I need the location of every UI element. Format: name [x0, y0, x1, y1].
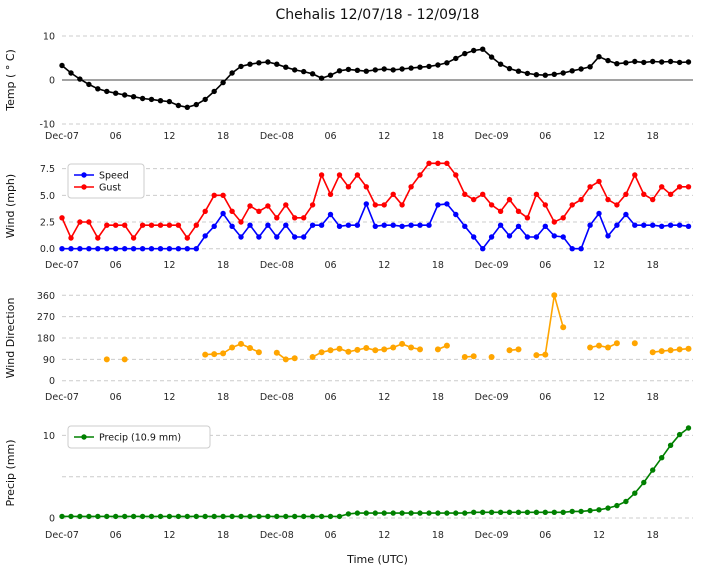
- svg-text:06: 06: [324, 392, 336, 403]
- svg-text:06: 06: [324, 131, 336, 142]
- svg-text:12: 12: [378, 131, 390, 142]
- svg-text:180: 180: [37, 334, 55, 345]
- svg-text:12: 12: [163, 131, 175, 142]
- subplot-wind: 0.0 2.5 5.0 7.5 Dec-07 06 12 18 Dec-08 06 12 18 Dec-…: [0, 153, 704, 283]
- temp-xticks: Dec-07 06 12 18 Dec-08 06 12 18 Dec-09 06 12 18: [45, 131, 659, 142]
- svg-text:90: 90: [43, 355, 55, 366]
- svg-text:06: 06: [110, 392, 122, 403]
- svg-text:12: 12: [378, 260, 390, 271]
- chart-title: Chehalis 12/07/18 - 12/09/18: [275, 7, 480, 23]
- subplot-temp: -10 0 10 Dec-07 06 12 18 Dec-08 06 12 18 Dec-09 06 12…: [0, 28, 704, 153]
- svg-text:18: 18: [647, 131, 659, 142]
- temp-ylabel: Temp ( ° C): [4, 49, 17, 112]
- svg-text:0: 0: [49, 76, 55, 87]
- x-axis-label: Time (UTC): [346, 553, 408, 566]
- svg-text:Dec-07: Dec-07: [45, 530, 79, 541]
- temp-plot: -10 0 10 Dec-07 06 12 18 Dec-08 06 12 18 Dec-09 06 12…: [4, 32, 693, 142]
- svg-text:06: 06: [539, 260, 551, 271]
- svg-text:Dec-08: Dec-08: [260, 131, 294, 142]
- svg-text:06: 06: [110, 131, 122, 142]
- precip-series: [59, 425, 692, 520]
- gust-series: [59, 160, 692, 241]
- svg-text:Dec-09: Dec-09: [475, 392, 509, 403]
- svg-text:Precip (10.9 mm): Precip (10.9 mm): [99, 433, 181, 444]
- svg-text:Dec-09: Dec-09: [475, 260, 509, 271]
- svg-text:360: 360: [37, 291, 55, 302]
- wind-xticks: Dec-07 06 12 18 Dec-08 06 12 18 Dec-09 06 12 18: [45, 260, 659, 271]
- svg-text:Dec-08: Dec-08: [260, 530, 294, 541]
- svg-text:06: 06: [539, 392, 551, 403]
- svg-text:Gust: Gust: [99, 183, 121, 194]
- svg-text:12: 12: [593, 392, 605, 403]
- svg-text:10: 10: [43, 431, 55, 442]
- wind-direction-xticks: Dec-07 06 12 18 Dec-08 06 12 18 Dec-09 06 12 18: [45, 392, 659, 403]
- precip-legend: Precip (10.9 mm): [67, 425, 211, 449]
- svg-text:06: 06: [110, 530, 122, 541]
- precip-plot: 0 10 Dec-07 06 12 18 Dec-08 06 12 18 Dec-09 06 12 18 P…: [4, 425, 693, 566]
- svg-text:18: 18: [217, 131, 229, 142]
- svg-text:18: 18: [217, 530, 229, 541]
- wind-direction-series: [103, 292, 692, 363]
- svg-text:18: 18: [647, 260, 659, 271]
- svg-text:12: 12: [163, 530, 175, 541]
- svg-text:0: 0: [49, 514, 55, 525]
- svg-text:Dec-08: Dec-08: [260, 260, 294, 271]
- svg-text:06: 06: [324, 530, 336, 541]
- svg-text:12: 12: [593, 530, 605, 541]
- svg-text:12: 12: [593, 131, 605, 142]
- svg-text:10: 10: [43, 32, 55, 43]
- svg-text:2.5: 2.5: [40, 218, 55, 229]
- svg-text:06: 06: [110, 260, 122, 271]
- svg-text:12: 12: [593, 260, 605, 271]
- svg-text:Dec-09: Dec-09: [475, 530, 509, 541]
- svg-text:5.0: 5.0: [40, 191, 55, 202]
- svg-text:12: 12: [163, 260, 175, 271]
- svg-text:06: 06: [324, 260, 336, 271]
- svg-text:18: 18: [647, 530, 659, 541]
- svg-text:06: 06: [539, 530, 551, 541]
- svg-text:12: 12: [163, 392, 175, 403]
- svg-text:270: 270: [37, 312, 55, 323]
- subplot-wind-direction: 0 90 180 270 360 Dec-07 06 12 18 Dec-08 06 12 18 Dec-…: [0, 283, 704, 415]
- svg-text:06: 06: [539, 131, 551, 142]
- svg-text:Speed: Speed: [99, 171, 129, 182]
- svg-text:Dec-09: Dec-09: [475, 131, 509, 142]
- svg-text:0.0: 0.0: [40, 244, 55, 255]
- svg-text:18: 18: [432, 392, 444, 403]
- svg-text:Dec-07: Dec-07: [45, 392, 79, 403]
- svg-text:Dec-07: Dec-07: [45, 260, 79, 271]
- wind-ylabel: Wind (mph): [4, 174, 17, 238]
- temp-grid: -10 0 10: [39, 32, 693, 131]
- precip-ylabel: Precip (mm): [4, 439, 17, 506]
- svg-text:18: 18: [432, 530, 444, 541]
- svg-text:Dec-07: Dec-07: [45, 131, 79, 142]
- svg-text:18: 18: [647, 392, 659, 403]
- wind-direction-ylabel: Wind Direction: [4, 298, 17, 379]
- svg-text:18: 18: [432, 260, 444, 271]
- svg-text:-10: -10: [39, 120, 55, 131]
- subplot-precip: 0 10 Dec-07 06 12 18 Dec-08 06 12 18 Dec-09 06 12 18 P…: [0, 415, 704, 573]
- svg-text:18: 18: [217, 260, 229, 271]
- svg-text:12: 12: [378, 530, 390, 541]
- svg-text:7.5: 7.5: [40, 164, 55, 175]
- precip-xticks: Dec-07 06 12 18 Dec-08 06 12 18 Dec-09 06 12 18: [45, 530, 659, 541]
- svg-text:18: 18: [432, 131, 444, 142]
- temp-series: [59, 46, 692, 111]
- svg-text:12: 12: [378, 392, 390, 403]
- speed-series: [59, 201, 692, 252]
- svg-text:0: 0: [49, 376, 55, 387]
- wind-direction-grid: 0 90 180 270 360: [37, 291, 693, 387]
- svg-text:18: 18: [217, 392, 229, 403]
- svg-text:Dec-08: Dec-08: [260, 392, 294, 403]
